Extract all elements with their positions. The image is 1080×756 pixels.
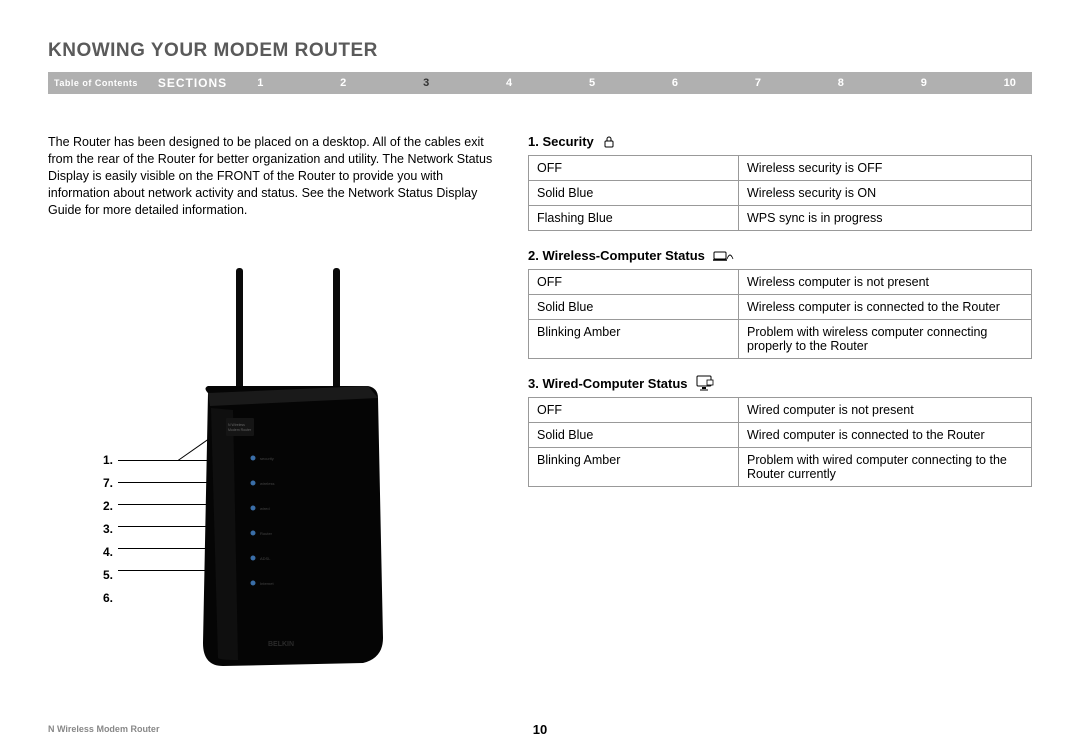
table-row: Solid BlueWired computer is connected to… <box>529 423 1032 448</box>
nav-section-9[interactable]: 9 <box>921 77 927 89</box>
router-callout-5: 4. <box>103 545 113 559</box>
status-table-1: OFFWireless security is OFFSolid BlueWir… <box>528 155 1032 231</box>
nav-section-8[interactable]: 8 <box>838 77 844 89</box>
status-table-3: OFFWired computer is not presentSolid Bl… <box>528 397 1032 487</box>
lock-icon <box>602 135 616 149</box>
nav-section-2[interactable]: 2 <box>340 77 346 89</box>
nav-section-1[interactable]: 1 <box>257 77 263 89</box>
svg-text:Router: Router <box>260 531 273 536</box>
router-callout-2: 7. <box>103 476 113 490</box>
table-row: Solid BlueWireless computer is connected… <box>529 295 1032 320</box>
router-image: N Wireless Modem Router security wireles… <box>178 258 408 678</box>
table-row: OFFWireless security is OFF <box>529 156 1032 181</box>
nav-section-4[interactable]: 4 <box>506 77 512 89</box>
section-heading-2: 2. Wireless-Computer Status <box>528 247 1032 263</box>
table-row: OFFWireless computer is not present <box>529 270 1032 295</box>
section-navbar: Table of Contents SECTIONS 1 2 3 4 5 6 7 8 9 10 <box>48 72 1032 94</box>
svg-text:ADSL: ADSL <box>260 556 271 561</box>
svg-text:wired: wired <box>260 506 270 511</box>
nav-section-10[interactable]: 10 <box>1004 77 1016 89</box>
svg-text:security: security <box>260 456 274 461</box>
router-illustration: 1. 7. 2. 3. 4. 5. 6. <box>48 258 498 678</box>
section-heading-1: 1. Security <box>528 134 1032 149</box>
nav-section-7[interactable]: 7 <box>755 77 761 89</box>
router-callout-7: 6. <box>103 591 113 605</box>
router-callout-3: 2. <box>103 499 113 513</box>
svg-text:BELKIN: BELKIN <box>268 641 294 648</box>
page-title: KNOWING YOUR MODEM ROUTER <box>48 40 1032 62</box>
table-row: Blinking AmberProblem with wireless comp… <box>529 320 1032 359</box>
nav-toc[interactable]: Table of Contents <box>54 78 158 88</box>
router-callout-1: 1. <box>103 453 113 467</box>
section-heading-3: 3. Wired-Computer Status <box>528 375 1032 391</box>
laptop-wifi-icon <box>713 247 735 263</box>
svg-text:Modem Router: Modem Router <box>228 428 252 432</box>
nav-section-5[interactable]: 5 <box>589 77 595 89</box>
router-callout-4: 3. <box>103 522 113 536</box>
nav-section-3[interactable]: 3 <box>423 77 429 89</box>
table-row: OFFWired computer is not present <box>529 398 1032 423</box>
table-row: Blinking AmberProblem with wired compute… <box>529 448 1032 487</box>
svg-text:N Wireless: N Wireless <box>228 423 245 427</box>
monitor-icon <box>696 375 714 391</box>
footer-product: N Wireless Modem Router <box>48 724 159 734</box>
router-callout-6: 5. <box>103 568 113 582</box>
page-number: 10 <box>533 722 547 737</box>
intro-text: The Router has been designed to be place… <box>48 134 498 218</box>
nav-sections-label: SECTIONS <box>158 76 257 90</box>
svg-text:Internet: Internet <box>260 581 274 586</box>
nav-section-6[interactable]: 6 <box>672 77 678 89</box>
status-table-2: OFFWireless computer is not presentSolid… <box>528 269 1032 359</box>
table-row: Solid BlueWireless security is ON <box>529 181 1032 206</box>
table-row: Flashing BlueWPS sync is in progress <box>529 206 1032 231</box>
svg-text:wireless: wireless <box>260 481 274 486</box>
nav-numbers: 1 2 3 4 5 6 7 8 9 10 <box>257 77 1026 89</box>
